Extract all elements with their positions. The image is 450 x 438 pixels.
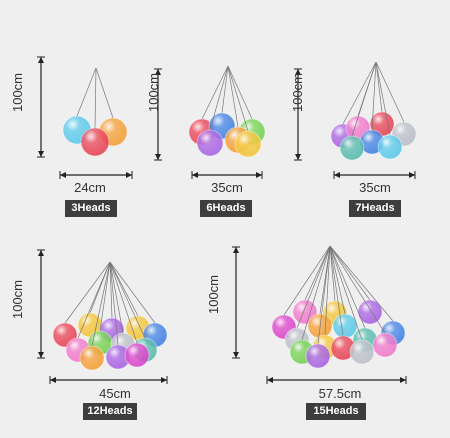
glass-highlight bbox=[306, 344, 330, 368]
hanging-wire bbox=[76, 67, 97, 117]
heads-badge: 15Heads bbox=[306, 403, 366, 420]
heads-badge: 7Heads bbox=[349, 200, 401, 217]
glass-highlight bbox=[78, 313, 102, 337]
hanging-wire bbox=[351, 61, 377, 137]
hanging-wire bbox=[371, 61, 377, 131]
heads-badge: 6Heads bbox=[200, 200, 252, 217]
hanging-wire bbox=[342, 61, 377, 125]
glass-highlight bbox=[197, 130, 223, 156]
hanging-wire bbox=[304, 245, 331, 301]
arrow-left-icon bbox=[267, 377, 273, 383]
hanging-wire bbox=[209, 65, 229, 131]
glass-highlight bbox=[80, 346, 104, 370]
arrow-right-icon bbox=[400, 377, 406, 383]
height-label: 100cm bbox=[146, 72, 162, 113]
glass-highlight bbox=[350, 340, 374, 364]
arrow-left-icon bbox=[334, 172, 340, 178]
hanging-wire bbox=[91, 261, 111, 347]
width-label: 35cm bbox=[211, 180, 243, 195]
width-label: 45cm bbox=[99, 386, 131, 401]
arrow-right-icon bbox=[256, 172, 262, 178]
hanging-wire bbox=[329, 245, 386, 334]
hanging-wire bbox=[227, 65, 239, 128]
hanging-wire bbox=[375, 61, 405, 123]
arrow-down-icon bbox=[38, 151, 44, 157]
arrow-up-icon bbox=[38, 57, 44, 63]
glass-highlight bbox=[358, 300, 382, 324]
width-label: 35cm bbox=[359, 180, 391, 195]
hanging-wire bbox=[109, 261, 156, 324]
hanging-wire bbox=[324, 245, 331, 336]
glass-highlight bbox=[81, 128, 109, 156]
hanging-wire bbox=[329, 245, 346, 315]
arrow-right-icon bbox=[161, 377, 167, 383]
arrow-down-icon bbox=[233, 352, 239, 358]
height-label: 100cm bbox=[206, 274, 222, 315]
heads-badge: 12Heads bbox=[83, 403, 137, 420]
hanging-wire bbox=[317, 245, 331, 345]
hanging-wire bbox=[201, 65, 229, 120]
hanging-wire bbox=[283, 245, 331, 316]
hanging-wire bbox=[94, 67, 97, 129]
glass-highlight bbox=[340, 136, 364, 160]
hanging-wire bbox=[109, 261, 146, 339]
width-label: 57.5cm bbox=[318, 386, 362, 401]
hanging-wire bbox=[95, 67, 114, 119]
glass-highlight bbox=[333, 314, 357, 338]
hanging-wire bbox=[221, 65, 229, 114]
arrow-down-icon bbox=[38, 352, 44, 358]
height-label: 100cm bbox=[290, 72, 306, 113]
hanging-wire bbox=[109, 261, 139, 317]
arrow-right-icon bbox=[409, 172, 415, 178]
glass-highlight bbox=[373, 333, 397, 357]
hanging-wire bbox=[329, 245, 363, 341]
hanging-wire bbox=[64, 261, 111, 324]
hanging-wire bbox=[109, 261, 124, 334]
hanging-wire bbox=[109, 261, 119, 346]
hanging-wire bbox=[99, 261, 111, 332]
height-label: 100cm bbox=[10, 279, 26, 320]
arrow-down-icon bbox=[295, 154, 301, 160]
glass-highlight bbox=[125, 343, 149, 367]
heads-badge: 3Heads bbox=[65, 200, 117, 217]
arrow-left-icon bbox=[192, 172, 198, 178]
glass-highlight bbox=[378, 135, 402, 159]
arrow-down-icon bbox=[155, 154, 161, 160]
arrow-up-icon bbox=[233, 247, 239, 253]
hanging-wire bbox=[227, 65, 249, 132]
glass-highlight bbox=[235, 131, 261, 157]
arrow-up-icon bbox=[38, 250, 44, 256]
height-label: 100cm bbox=[10, 72, 26, 113]
hanging-wire bbox=[227, 65, 253, 120]
hanging-wire bbox=[329, 245, 366, 329]
hanging-wire bbox=[375, 61, 383, 113]
arrow-up-icon bbox=[155, 69, 161, 75]
arrow-right-icon bbox=[126, 172, 132, 178]
arrow-up-icon bbox=[295, 69, 301, 75]
arrow-left-icon bbox=[50, 377, 56, 383]
hanging-wire bbox=[329, 245, 344, 337]
hanging-wire bbox=[329, 245, 336, 302]
hanging-wire bbox=[375, 61, 391, 136]
hanging-wire bbox=[109, 261, 113, 319]
glass-highlight bbox=[331, 336, 355, 360]
hanging-wire bbox=[301, 245, 331, 341]
glass-highlight bbox=[106, 345, 130, 369]
hanging-wire bbox=[296, 245, 331, 329]
hanging-wire bbox=[77, 261, 111, 339]
width-label: 24cm bbox=[74, 180, 106, 195]
hanging-wire bbox=[109, 261, 138, 344]
glass-highlight bbox=[370, 112, 394, 136]
hanging-wire bbox=[329, 245, 371, 301]
arrow-left-icon bbox=[60, 172, 66, 178]
hanging-wire bbox=[329, 245, 394, 322]
